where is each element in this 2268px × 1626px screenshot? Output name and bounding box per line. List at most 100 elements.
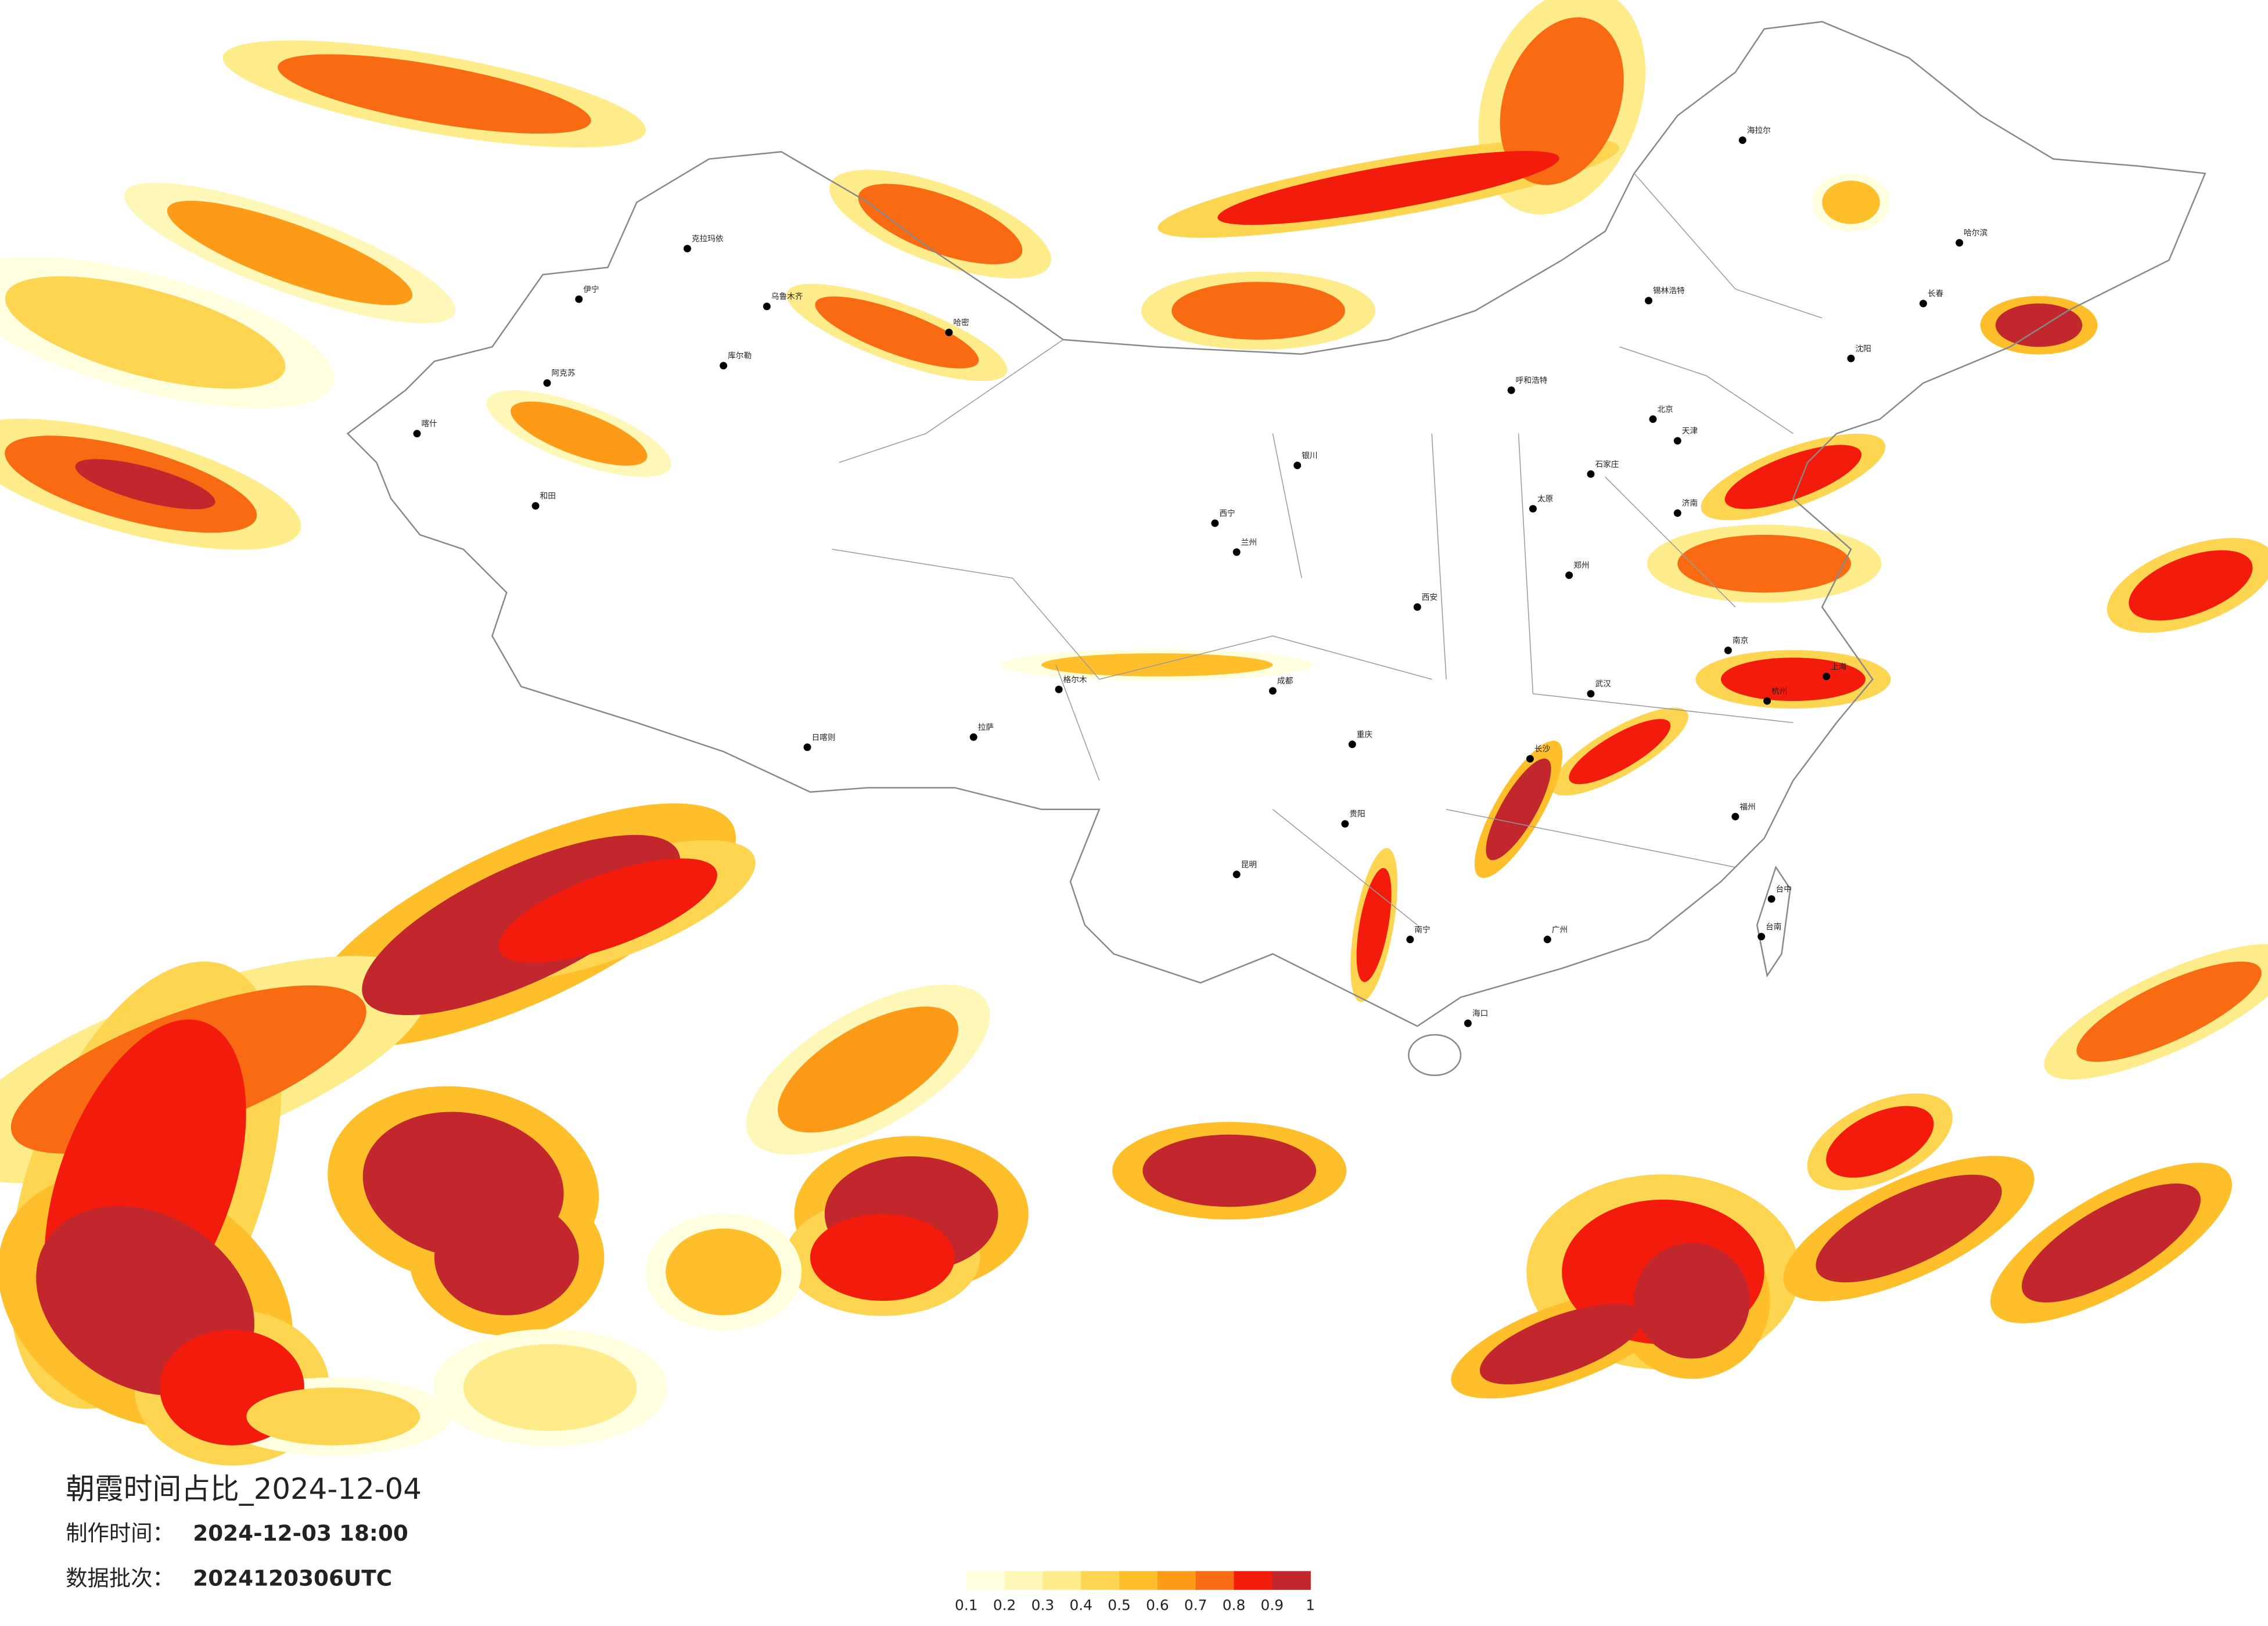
patch <box>1356 868 1392 983</box>
city-label: 福州 <box>1739 803 1755 812</box>
city-label: 石家庄 <box>1595 459 1619 469</box>
city-dot <box>1645 297 1653 305</box>
city-label: 库尔勒 <box>728 351 752 361</box>
city-dot <box>1055 685 1063 693</box>
made-time: 2024-12-03 18:00 <box>193 1520 408 1546</box>
patch <box>1822 181 1880 224</box>
city-label: 沈阳 <box>1855 344 1871 354</box>
city-dot <box>1348 740 1356 749</box>
batch-label: 数据批次： <box>66 1565 174 1591</box>
city-dot <box>720 362 728 370</box>
city-dot <box>1767 895 1775 903</box>
colorbar-tick-label: 0.2 <box>993 1597 1016 1614</box>
city-label: 锡林浩特 <box>1653 286 1685 296</box>
city-dot <box>1763 697 1771 705</box>
city-dot <box>1919 300 1927 308</box>
city-dot <box>1673 437 1681 445</box>
city-dot <box>1341 820 1349 828</box>
city-dot <box>531 502 540 510</box>
city-dot <box>1847 354 1855 362</box>
city-dot <box>763 303 771 311</box>
patch <box>1995 303 2083 347</box>
city-dot <box>543 379 551 387</box>
patch <box>2076 961 2262 1062</box>
colorbar-segment <box>1081 1571 1120 1590</box>
city-dot <box>1673 509 1681 517</box>
patch <box>463 1344 637 1431</box>
city-dot <box>803 743 811 751</box>
colorbar-segment <box>1157 1571 1196 1590</box>
patch <box>2021 1183 2201 1303</box>
city-dot <box>1464 1019 1472 1027</box>
city-dot <box>1413 603 1421 611</box>
colorbar: 0.1 0.2 0.3 0.4 0.5 0.6 0.7 0.8 0.9 1 <box>955 1571 1315 1614</box>
patch <box>1720 657 1866 702</box>
patch <box>167 200 413 305</box>
patch <box>1677 534 1851 593</box>
city-label: 格尔木 <box>1063 675 1087 685</box>
colorbar-tick-label: 0.5 <box>1108 1597 1131 1614</box>
city-label: 和田 <box>540 492 556 501</box>
patch <box>434 1199 579 1315</box>
city-label: 济南 <box>1682 499 1698 508</box>
colorbar-segment <box>1119 1571 1158 1590</box>
city-label: 台中 <box>1776 885 1792 894</box>
city-dot <box>1293 461 1302 469</box>
city-label: 武汉 <box>1595 679 1611 689</box>
colorbar-tick-label: 0.1 <box>955 1597 978 1614</box>
taiwan-outline <box>1756 865 1791 978</box>
city-label: 伊宁 <box>583 285 599 294</box>
city-label: 昆明 <box>1241 860 1257 869</box>
city-label: 喀什 <box>421 419 437 429</box>
patch <box>511 401 648 466</box>
city-dot <box>1649 415 1657 423</box>
patch <box>1142 1134 1317 1207</box>
city-label: 西宁 <box>1219 509 1235 519</box>
patch <box>810 1214 955 1301</box>
city-label: 长春 <box>1928 289 1944 298</box>
colorbar-tick-label: 1 <box>1306 1597 1315 1614</box>
city-label: 西安 <box>1422 593 1437 602</box>
city-label: 兰州 <box>1241 538 1257 547</box>
city-dot <box>683 244 691 253</box>
patch <box>5 276 286 389</box>
colorbar-segment <box>1234 1571 1273 1590</box>
patch <box>666 1228 782 1315</box>
patch <box>1724 445 1862 509</box>
city-label: 海拉尔 <box>1747 126 1771 135</box>
china-outline <box>346 21 2206 1027</box>
patch <box>1479 1304 1644 1384</box>
city-dot <box>1232 870 1241 879</box>
city-dot <box>1956 239 1964 247</box>
city-dot <box>575 295 583 303</box>
patch <box>1217 150 1559 225</box>
patch <box>278 54 591 134</box>
colorbar-segment <box>1043 1571 1081 1590</box>
patch <box>75 459 215 510</box>
batch: 2024120306UTC <box>193 1565 392 1591</box>
patch <box>1826 1106 1934 1178</box>
city-label: 杭州 <box>1771 687 1787 696</box>
colorbar-tick-label: 0.3 <box>1031 1597 1055 1614</box>
city-dot <box>969 733 977 741</box>
city-label: 南宁 <box>1414 924 1430 934</box>
city-dot <box>1526 755 1534 763</box>
patch-layer <box>0 0 2268 1466</box>
city-label: 日喀则 <box>811 733 835 742</box>
city-label: 成都 <box>1277 677 1293 686</box>
colorbar-segment <box>966 1571 1005 1590</box>
city-dot <box>1211 519 1219 527</box>
city-dot <box>1543 936 1551 944</box>
colorbar-segment <box>1272 1571 1311 1590</box>
city-dot <box>945 328 953 336</box>
hainan-outline <box>1408 1034 1462 1076</box>
city-label: 贵阳 <box>1349 810 1365 819</box>
city-label: 哈尔滨 <box>1964 229 1987 238</box>
city-dot <box>1268 687 1277 695</box>
patch <box>815 296 979 369</box>
city-dot <box>1823 672 1831 681</box>
city-dot <box>1507 386 1515 394</box>
